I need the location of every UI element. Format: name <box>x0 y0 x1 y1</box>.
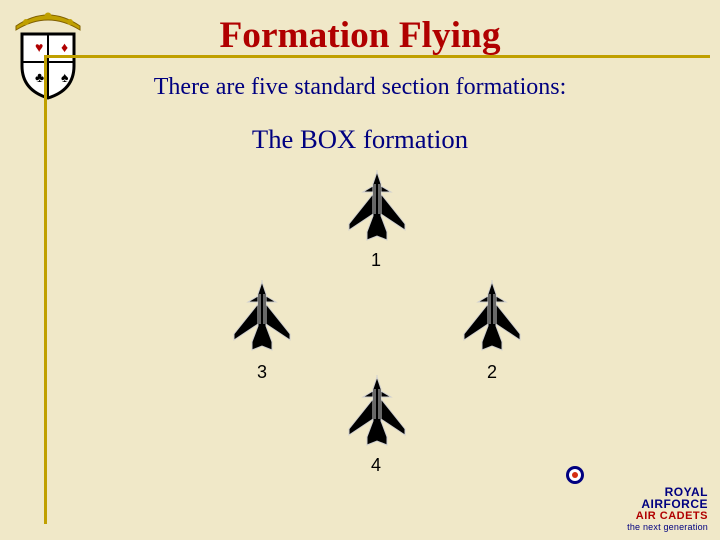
jet-label-2: 2 <box>487 362 497 383</box>
title-underline <box>44 55 710 58</box>
logo-line-air-cadets: AIR CADETS <box>568 511 708 523</box>
jet-1 <box>345 170 409 244</box>
jet-label-4: 4 <box>371 455 381 476</box>
jet-3 <box>230 280 294 354</box>
jet-2 <box>460 280 524 354</box>
slide-title: Formation Flying <box>0 14 720 57</box>
raf-air-cadets-logo: ROYAL AIRFORCE AIR CADETS the next gener… <box>568 486 708 532</box>
slide-subtitle: There are five standard section formatio… <box>0 74 720 101</box>
slide: ♥ ♦ ♣ ♠ Formation Flying There are five … <box>0 0 720 540</box>
jet-label-1: 1 <box>371 250 381 271</box>
logo-line-tagline: the next generation <box>568 523 708 532</box>
formation-name: The BOX formation <box>0 124 720 155</box>
raf-roundel-icon <box>566 466 584 484</box>
jet-4 <box>345 375 409 449</box>
jet-label-3: 3 <box>257 362 267 383</box>
